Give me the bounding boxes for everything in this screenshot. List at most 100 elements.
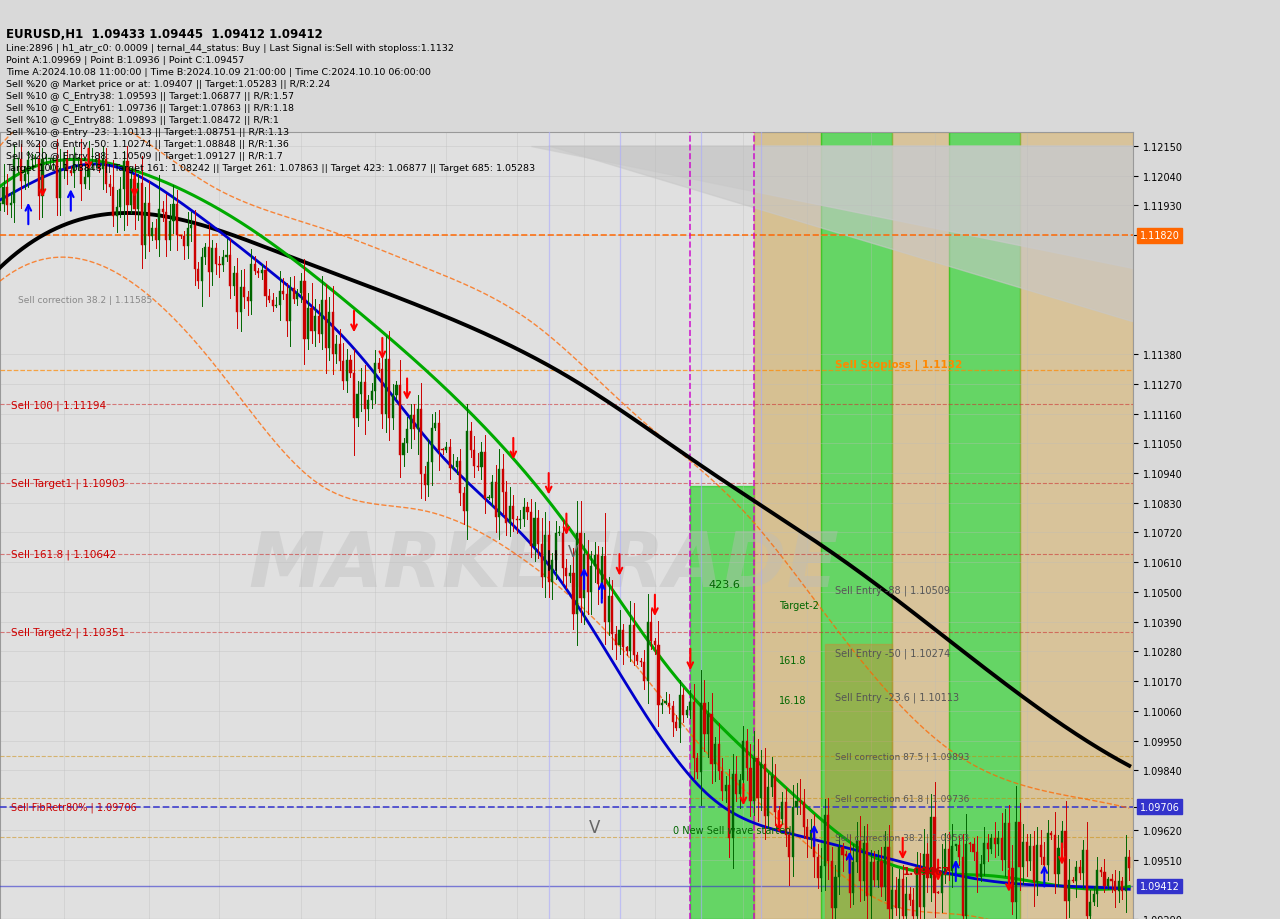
Bar	[257, 272, 260, 274]
Bar	[296, 293, 298, 300]
Bar	[899, 879, 900, 908]
Bar	[870, 862, 872, 896]
Bar	[991, 838, 992, 848]
Bar	[431, 428, 433, 462]
Bar	[650, 622, 653, 641]
Text: Sell %10 @ Entry -23: 1.10113 || Target:1.08751 || R/R:1.13: Sell %10 @ Entry -23: 1.10113 || Target:…	[6, 128, 289, 137]
Bar	[614, 634, 617, 645]
Bar	[492, 482, 493, 498]
Bar	[732, 774, 733, 838]
Bar	[749, 767, 751, 801]
Bar	[841, 847, 844, 856]
Bar	[219, 265, 220, 266]
Bar	[243, 288, 246, 298]
Bar	[279, 291, 280, 305]
Bar	[99, 160, 100, 169]
Bar	[522, 508, 525, 519]
Bar	[817, 857, 819, 878]
Bar	[396, 385, 398, 395]
Bar	[1019, 133, 1133, 919]
Bar	[339, 345, 340, 361]
Bar	[251, 265, 252, 301]
Bar	[622, 630, 625, 647]
Bar	[781, 801, 783, 819]
Text: Sell %20 @ Entry -50: 1.10274 || Target:1.08848 || R/R:1.36: Sell %20 @ Entry -50: 1.10274 || Target:…	[6, 140, 289, 149]
Bar	[201, 257, 202, 281]
Bar	[381, 369, 384, 414]
Bar	[73, 160, 76, 174]
Bar	[959, 845, 960, 857]
Bar	[975, 852, 978, 877]
Bar	[193, 226, 196, 269]
Text: Sell 161.8 | 1.10642: Sell 161.8 | 1.10642	[10, 549, 116, 559]
Bar	[211, 249, 214, 272]
Bar	[1051, 833, 1052, 834]
Bar	[852, 862, 854, 892]
Bar	[632, 626, 635, 655]
Bar	[845, 855, 847, 856]
Bar	[739, 780, 741, 794]
Bar	[342, 361, 344, 382]
Bar	[424, 475, 426, 485]
Bar	[31, 160, 33, 161]
Bar	[1029, 846, 1032, 861]
Bar	[538, 518, 539, 544]
Bar	[873, 862, 876, 880]
Text: 0 New Sell wave started: 0 New Sell wave started	[672, 825, 791, 834]
Bar	[165, 212, 168, 241]
Bar	[1025, 842, 1028, 861]
Bar	[101, 160, 104, 169]
Bar	[63, 160, 65, 169]
Bar	[1047, 833, 1048, 866]
Text: Sell Entry -50 | 1.10274: Sell Entry -50 | 1.10274	[836, 648, 951, 659]
Bar	[225, 256, 228, 257]
Bar	[728, 785, 731, 838]
Bar	[700, 703, 701, 773]
Bar	[1128, 857, 1130, 868]
Bar	[753, 758, 755, 801]
Bar	[987, 843, 988, 848]
Bar	[91, 163, 93, 165]
Bar	[155, 229, 157, 241]
Bar	[540, 544, 543, 577]
Bar	[191, 226, 192, 229]
Bar	[406, 430, 408, 444]
Bar	[502, 469, 504, 493]
Bar	[600, 556, 603, 584]
Bar	[718, 743, 719, 771]
Text: Sell correction 38.2 | 1.11585: Sell correction 38.2 | 1.11585	[18, 296, 152, 305]
Bar	[877, 861, 879, 880]
Bar	[317, 316, 320, 335]
Bar	[378, 364, 380, 369]
Bar	[884, 847, 886, 887]
Bar	[1097, 869, 1098, 894]
Bar	[820, 866, 822, 878]
Bar	[887, 847, 890, 909]
Bar	[480, 452, 483, 468]
Text: Sell Entry -23.6 | 1.10113: Sell Entry -23.6 | 1.10113	[836, 691, 960, 702]
Bar	[692, 703, 695, 758]
Bar	[360, 383, 362, 394]
Bar	[668, 703, 671, 706]
Bar	[215, 249, 218, 265]
Bar	[754, 133, 822, 919]
Bar	[69, 171, 72, 174]
Bar	[45, 159, 47, 160]
Bar	[293, 289, 294, 300]
Text: Point A:1.09969 | Point B:1.0936 | Point C:1.09457: Point A:1.09969 | Point B:1.0936 | Point…	[6, 56, 244, 65]
Bar	[115, 209, 118, 217]
Bar	[466, 431, 468, 511]
Bar	[151, 229, 154, 237]
Text: Sell Entry -88 | 1.10509: Sell Entry -88 | 1.10509	[836, 584, 951, 596]
Bar	[548, 536, 550, 583]
Text: MARKETRADE: MARKETRADE	[248, 528, 840, 602]
Text: Sell 100 | 1.11194: Sell 100 | 1.11194	[10, 400, 106, 410]
Bar	[261, 270, 262, 274]
Bar	[931, 817, 932, 878]
Bar	[1065, 831, 1066, 901]
Bar	[923, 854, 925, 907]
Bar	[909, 894, 911, 901]
Bar	[965, 845, 968, 916]
Bar	[335, 345, 338, 355]
Bar	[901, 879, 904, 916]
